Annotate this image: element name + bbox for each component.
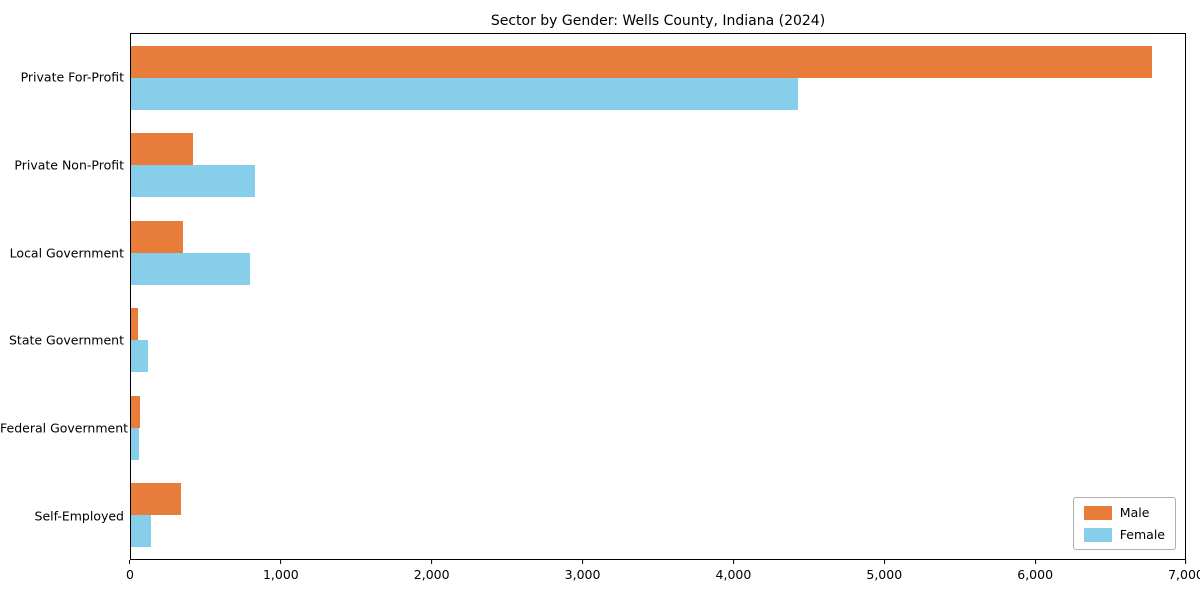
legend-swatch-male <box>1083 505 1112 520</box>
x-tick-mark <box>582 560 584 564</box>
x-tick: 2,000 <box>414 560 450 582</box>
x-tick-label: 1,000 <box>262 567 299 582</box>
plot-area: Male Female <box>130 33 1186 560</box>
bar-group <box>131 472 1185 560</box>
x-tick-label: 5,000 <box>866 567 903 582</box>
legend-swatch-female <box>1083 527 1112 542</box>
bar-female-4 <box>131 427 139 460</box>
bar-female-1 <box>131 165 256 198</box>
x-tick-mark <box>883 560 885 564</box>
x-tick: 3,000 <box>564 560 601 582</box>
x-tick: 6,000 <box>1017 560 1053 582</box>
y-tick-label: State Government <box>8 332 124 348</box>
x-tick: 1,000 <box>263 560 299 582</box>
bar-group <box>131 297 1185 385</box>
x-tick-label: 7,000 <box>1168 567 1200 582</box>
x-tick-label: 6,000 <box>1017 567 1054 582</box>
chart-title: Sector by Gender: Wells County, Indiana … <box>490 13 826 29</box>
bar-female-0 <box>131 77 799 110</box>
x-tick: 5,000 <box>866 560 902 582</box>
y-tick-label: Self-Employed <box>34 508 124 524</box>
x-tick-mark <box>431 560 433 564</box>
x-tick-label: 0 <box>126 567 134 582</box>
bar-group <box>131 209 1185 297</box>
y-tick-label: Local Government <box>9 245 124 261</box>
x-tick-mark <box>129 560 131 564</box>
x-tick-label: 4,000 <box>715 567 752 582</box>
legend-item-female: Female <box>1083 527 1165 542</box>
bar-male-3 <box>131 308 138 341</box>
x-tick: 4,000 <box>715 560 752 582</box>
x-tick-mark <box>280 560 282 564</box>
bar-male-4 <box>131 395 141 428</box>
legend-item-male: Male <box>1083 505 1165 520</box>
legend-label: Female <box>1119 527 1165 542</box>
x-tick-mark <box>1185 560 1187 564</box>
y-tick-label: Private Non-Profit <box>14 157 124 173</box>
bar-female-2 <box>131 252 250 285</box>
x-tick: 7,000 <box>1168 560 1200 582</box>
x-tick-label: 3,000 <box>564 567 601 582</box>
bar-male-0 <box>131 45 1152 78</box>
bar-male-1 <box>131 133 193 166</box>
x-axis: 0 1,000 2,000 3,000 4,000 5,000 6,000 7,000 <box>126 560 1200 590</box>
y-axis-labels: Private For-Profit Private Non-Profit Loca… <box>0 33 129 560</box>
bar-female-5 <box>131 515 151 548</box>
bar-group <box>131 122 1185 210</box>
bar-female-3 <box>131 340 149 373</box>
x-tick: 0 <box>126 560 134 582</box>
legend: Male Female <box>1072 497 1176 550</box>
bar-male-2 <box>131 220 183 253</box>
x-tick-mark <box>1034 560 1036 564</box>
bar-group <box>131 34 1185 122</box>
x-tick-mark <box>732 560 734 564</box>
y-tick-label: Private For-Profit <box>20 69 124 85</box>
x-tick-label: 2,000 <box>413 567 450 582</box>
bar-group <box>131 384 1185 472</box>
bar-male-5 <box>131 483 181 516</box>
legend-label: Male <box>1119 505 1150 520</box>
y-tick-label: Federal Government <box>0 420 129 436</box>
